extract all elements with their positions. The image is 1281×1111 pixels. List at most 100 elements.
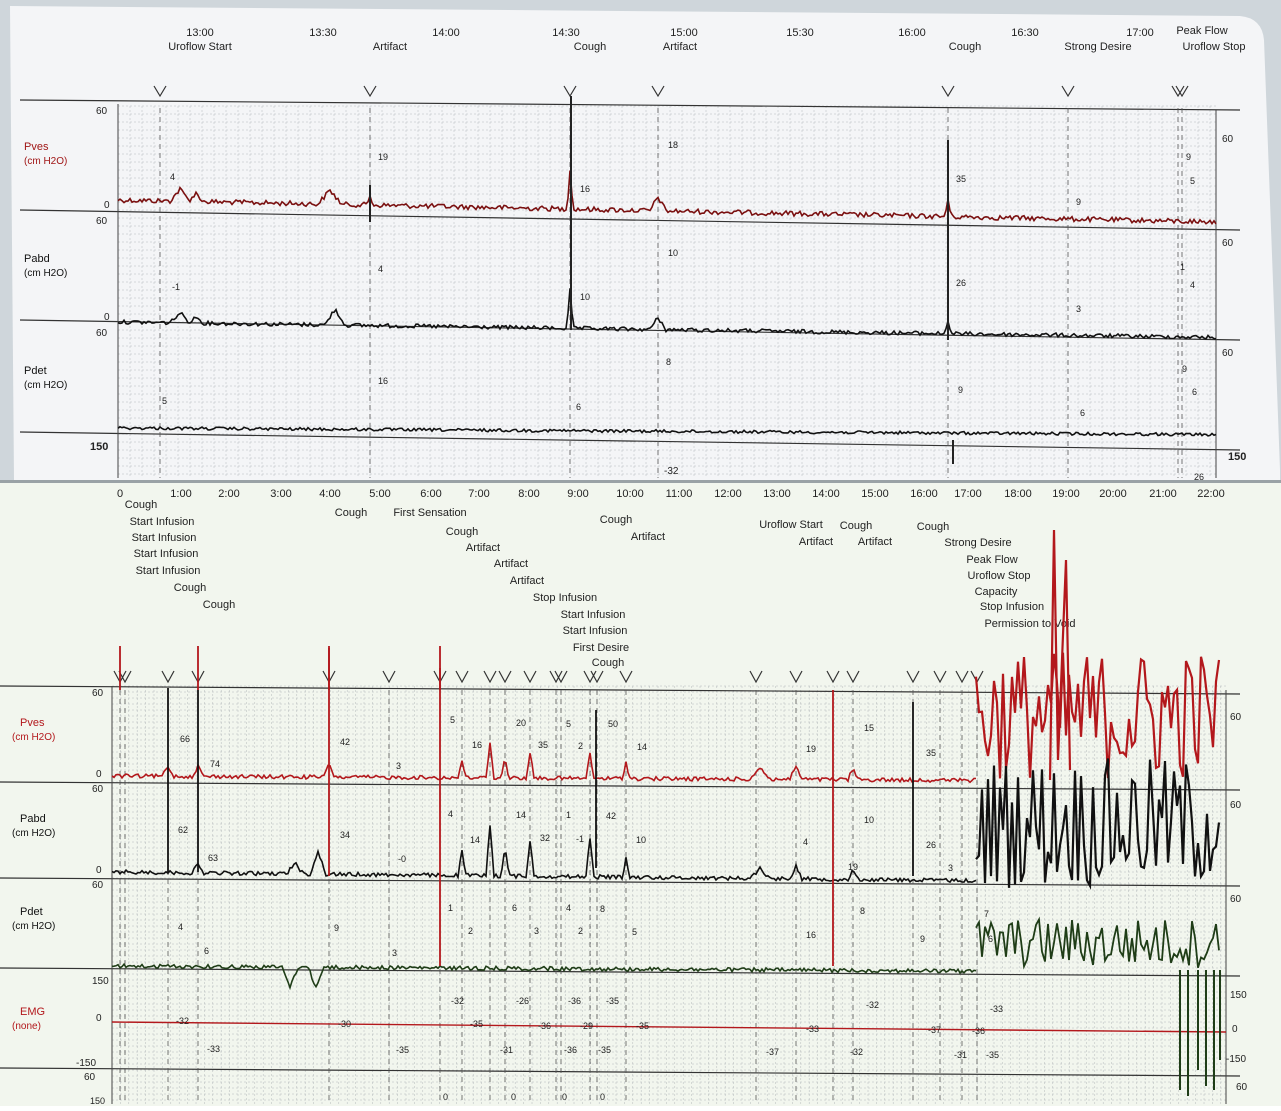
bottom-emg-value-label: -33 xyxy=(990,1004,1003,1014)
top-pdet-value-label: 16 xyxy=(378,376,388,386)
bottom-event-marker xyxy=(455,670,469,684)
bottom-time-tick-label: 6:00 xyxy=(420,488,441,500)
top-grid xyxy=(117,105,1216,478)
bottom-event-marker xyxy=(906,670,920,684)
bottom-channel-name: Pdet xyxy=(20,906,43,918)
top-time-tick-label: 15:00 xyxy=(670,27,698,39)
bottom-pabd-value-label: -1 xyxy=(576,834,584,844)
bottom-event-label: Start Infusion xyxy=(132,532,197,544)
bottom-pves-value-label: 74 xyxy=(210,759,220,769)
bottom-event-label: Uroflow Start xyxy=(759,519,823,531)
top-event-marker xyxy=(651,85,665,98)
bottom-pdet-value-label: 16 xyxy=(806,930,816,940)
top-pabd-value-label: 4 xyxy=(378,264,383,274)
bottom-emg-value-label: -29 xyxy=(580,1021,593,1031)
top-emg-scale-left: 150 xyxy=(90,441,108,453)
bottom-time-tick-label: 11:00 xyxy=(666,488,693,500)
top-pdet-value-label: 9 xyxy=(1182,364,1187,374)
bottom-emg-value-label: -35 xyxy=(986,1050,999,1060)
bottom-emg-value-label: -32 xyxy=(866,1000,879,1010)
bottom-channel-name: EMG xyxy=(20,1006,45,1018)
top-channel-name: Pabd xyxy=(24,253,50,265)
top-channel-scale-max: 60 xyxy=(96,106,108,117)
bottom-event-label: Strong Desire xyxy=(944,537,1011,549)
top-channel-separator xyxy=(19,209,1241,231)
bottom-event-label: Cough xyxy=(203,599,235,611)
top-pdet-value-label: 6 xyxy=(1192,387,1197,397)
bottom-pves-peak xyxy=(1048,529,1072,781)
bottom-event-label: Artifact xyxy=(494,558,528,570)
top-emg-value-small: 26 xyxy=(1194,472,1204,482)
bottom-emg-right-zero: 0 xyxy=(1232,1024,1238,1035)
bottom-pabd-value-label: -0 xyxy=(398,854,406,864)
bottom-pabd-value-label: 10 xyxy=(636,835,646,845)
top-pabd-value-label: 4 xyxy=(1190,280,1195,290)
top-pabd-value-label: -1 xyxy=(172,282,180,292)
top-pves-trace xyxy=(117,170,1217,226)
bottom-pabd-value-label: 14 xyxy=(516,810,526,820)
bottom-channel-scale-max: 60 xyxy=(92,880,104,891)
top-time-tick-label: 13:30 xyxy=(309,27,337,39)
bottom-time-tick-label: 21:00 xyxy=(1149,488,1177,500)
bottom-pves-value-label: 50 xyxy=(608,719,618,729)
bottom-event-label: Artifact xyxy=(799,536,833,548)
bottom-event-marker xyxy=(583,670,597,684)
bottom-pabd-value-label: 62 xyxy=(178,825,188,835)
bottom-event-label: Start Infusion xyxy=(136,565,201,577)
top-time-tick-label: 15:30 xyxy=(786,27,814,39)
bottom-flow-value-label: 0 xyxy=(562,1092,567,1102)
bottom-channel-separator xyxy=(0,967,1241,977)
bottom-pves-value-label: 35 xyxy=(926,748,936,758)
bottom-pdet-value-label: 4 xyxy=(178,922,183,932)
bottom-pves-value-label: 66 xyxy=(180,734,190,744)
bottom-event-label: Start Infusion xyxy=(561,609,626,621)
bottom-time-tick-label: 13:00 xyxy=(763,488,791,500)
bottom-time-tick-label: 17:00 xyxy=(954,488,982,500)
bottom-emg-value-label: -35 xyxy=(470,1019,483,1029)
bottom-time-tick-label: 0 xyxy=(117,488,123,500)
top-event-label: Artifact xyxy=(373,41,407,53)
bottom-pabd-value-label: 4 xyxy=(803,837,808,847)
bottom-pves-value-label: 5 xyxy=(450,715,455,725)
top-event-marker xyxy=(363,85,377,98)
bottom-pdet-trace xyxy=(111,962,977,991)
top-event-label: Artifact xyxy=(663,41,697,53)
bottom-pdet-value-label: 4 xyxy=(566,903,571,913)
bottom-event-marker xyxy=(118,670,132,684)
bottom-emg-value-label: -35 xyxy=(396,1045,409,1055)
top-channel-scale-max: 60 xyxy=(96,216,108,227)
bottom-event-label: Artifact xyxy=(466,542,500,554)
bottom-event-label: Capacity xyxy=(975,586,1018,598)
bottom-time-tick-label: 16:00 xyxy=(910,488,938,500)
top-channel-right-scale: 60 xyxy=(1222,348,1234,359)
bottom-time-tick-label: 5:00 xyxy=(369,488,390,500)
bottom-pdet-value-label: 1 xyxy=(448,903,453,913)
bottom-emg-value-label: -36 xyxy=(972,1026,985,1036)
bottom-time-tick-label: 9:00 xyxy=(567,488,588,500)
bottom-event-marker xyxy=(523,670,537,684)
bottom-channel-scale-max: 60 xyxy=(92,784,104,795)
bottom-pves-value-label: 19 xyxy=(806,744,816,754)
bottom-event-label: Cough xyxy=(840,520,872,532)
top-channel-right-scale: 60 xyxy=(1222,134,1234,145)
top-pabd-value-label: 26 xyxy=(956,278,966,288)
top-time-tick-label: 16:30 xyxy=(1011,27,1039,39)
bottom-emg-value-label: -31 xyxy=(954,1050,967,1060)
bottom-emg-value-label: -33 xyxy=(207,1044,220,1054)
top-pdet-value-label: 6 xyxy=(576,402,581,412)
bottom-pves-value-label: 15 xyxy=(864,723,874,733)
bottom-pdet-value-label: 3 xyxy=(534,926,539,936)
top-channel-name: Pves xyxy=(24,141,49,153)
bottom-event-marker xyxy=(619,670,633,684)
bottom-event-label: Cough xyxy=(600,514,632,526)
bottom-pabd-void-trace xyxy=(975,758,1221,890)
bottom-event-marker xyxy=(933,670,947,684)
bottom-pabd-value-label: 34 xyxy=(340,830,350,840)
top-pabd-value-label: 3 xyxy=(1076,304,1081,314)
bottom-time-tick-label: 2:00 xyxy=(218,488,239,500)
bottom-channel-scale-max: 60 xyxy=(92,688,104,699)
bottom-event-label: Stop Infusion xyxy=(533,592,597,604)
bottom-pdet-value-label: 3 xyxy=(392,948,397,958)
bottom-grid xyxy=(111,685,1226,1104)
